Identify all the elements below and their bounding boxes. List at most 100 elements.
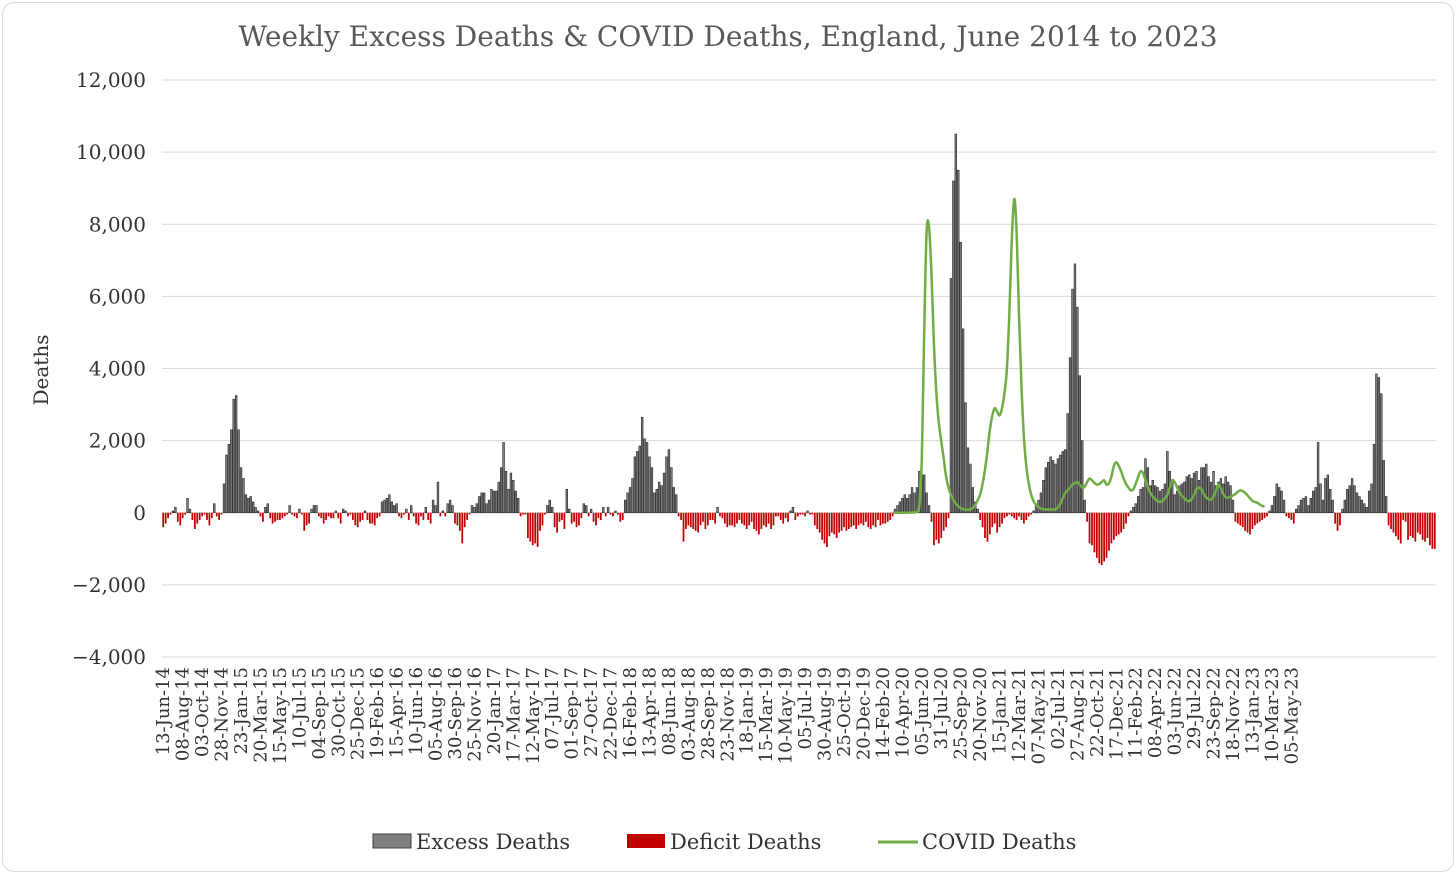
excess-bar	[1372, 443, 1376, 514]
excess-bar	[1180, 483, 1184, 514]
covid-line-layer	[892, 197, 1265, 515]
excess-bar	[961, 328, 965, 514]
excess-bar	[1314, 487, 1317, 514]
excess-bar	[334, 510, 338, 514]
deficit-bar	[721, 512, 724, 519]
deficit-bar	[988, 512, 991, 535]
x-tick-label: 23-Nov-18	[717, 667, 738, 762]
deficit-bar	[519, 512, 522, 517]
deficit-bar	[573, 512, 575, 522]
excess-bar	[227, 443, 231, 514]
excess-bar	[670, 467, 673, 514]
deficit-bar	[697, 512, 699, 533]
deficit-bar	[758, 512, 760, 535]
excess-bar	[1049, 456, 1052, 514]
deficit-bar	[1023, 512, 1025, 524]
deficit-bar	[833, 512, 836, 535]
deficit-bar	[609, 512, 612, 515]
excess-bar	[434, 505, 437, 514]
excess-bar	[1042, 479, 1045, 514]
deficit-bar	[349, 512, 352, 515]
excess-bar	[1056, 458, 1060, 514]
y-axis-ticks: 12,000 10,000 8,000 6,000 4,000 2,000 0 −2,000 −…	[72, 68, 146, 669]
deficit-bar	[196, 512, 199, 524]
deficit-bar	[612, 512, 614, 517]
deficit-bar	[271, 512, 274, 524]
excess-bar	[1185, 476, 1188, 514]
deficit-bar	[407, 512, 410, 520]
excess-bar	[239, 467, 243, 514]
x-tick-label: 03-Oct-14	[192, 667, 213, 757]
deficit-bar	[947, 512, 950, 519]
deficit-bar	[1424, 512, 1426, 542]
excess-bar	[1341, 508, 1344, 514]
deficit-bar	[933, 512, 935, 546]
deficit-bar	[828, 512, 831, 537]
excess-bar	[171, 510, 175, 514]
deficit-bar	[745, 512, 748, 529]
excess-bar	[1132, 507, 1135, 514]
deficit-bar	[592, 512, 595, 522]
deficit-bar	[862, 512, 865, 526]
excess-bar	[1166, 451, 1169, 514]
deficit-bar	[597, 512, 600, 519]
deficit-bar	[1399, 512, 1402, 544]
excess-bar	[1353, 485, 1356, 514]
deficit-bar	[269, 512, 272, 519]
excess-bar	[1295, 508, 1298, 514]
excess-bar	[1326, 474, 1329, 514]
deficit-bar	[845, 512, 848, 531]
deficit-bar	[361, 512, 364, 520]
excess-bar	[650, 467, 654, 514]
deficit-bar	[872, 512, 875, 526]
legend-covid-label: COVID Deaths	[922, 830, 1076, 854]
deficit-bar	[867, 512, 870, 528]
deficit-bar	[420, 512, 422, 517]
deficit-bar	[682, 512, 685, 542]
covid-line	[892, 197, 1265, 515]
deficit-bar	[325, 512, 327, 520]
deficit-bar	[1088, 512, 1091, 544]
excess-bar	[1375, 373, 1378, 514]
x-tick-label: 31-Jul-20	[931, 667, 952, 750]
x-tick-label: 02-Jul-21	[1048, 667, 1069, 750]
excess-bar	[1197, 479, 1201, 514]
excess-bar	[1331, 499, 1334, 514]
x-tick-label: 07-May-21	[1029, 667, 1050, 764]
deficit-bar	[327, 512, 330, 517]
excess-bar	[1343, 499, 1347, 514]
excess-bar	[446, 503, 449, 514]
deficit-bar	[303, 512, 306, 531]
excess-bar	[908, 494, 911, 514]
excess-bar	[903, 494, 906, 514]
deficit-bar	[279, 512, 281, 520]
deficit-bar	[940, 512, 943, 538]
x-tick-label: 23-Jan-15	[231, 667, 252, 755]
excess-bar	[906, 498, 909, 514]
deficit-bar	[692, 512, 695, 529]
deficit-bar	[347, 512, 349, 517]
deficit-bar	[1261, 512, 1264, 520]
deficit-bar	[300, 512, 303, 515]
excess-bar	[341, 508, 345, 514]
excess-bar	[497, 481, 500, 514]
excess-bar	[1076, 306, 1079, 514]
deficit-bar	[458, 512, 461, 531]
excess-bar	[1346, 489, 1349, 514]
deficit-bar	[1027, 512, 1030, 517]
deficit-bar	[884, 512, 887, 524]
deficit-bar	[558, 512, 561, 522]
deficit-bar	[782, 512, 785, 524]
excess-bar	[1324, 478, 1327, 514]
deficit-bar	[1234, 512, 1237, 522]
excess-bar	[1219, 478, 1223, 514]
x-tick-label: 08-Aug-14	[173, 667, 194, 761]
excess-bar	[614, 510, 617, 514]
excess-bar	[482, 492, 486, 514]
deficit-bar	[1110, 512, 1113, 544]
x-tick-label: 13-Apr-18	[640, 667, 661, 758]
excess-bar	[254, 507, 257, 514]
excess-bar	[517, 498, 520, 514]
deficit-bar	[677, 512, 680, 517]
deficit-bar	[529, 512, 532, 542]
